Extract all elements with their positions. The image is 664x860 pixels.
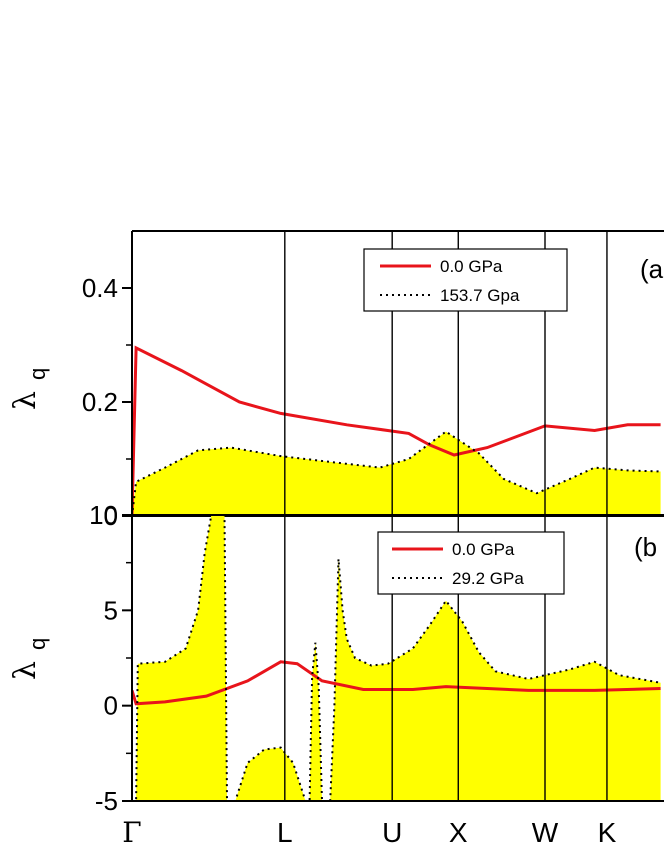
legend-a-label-153-7gpa: 153.7 Gpa [440, 286, 520, 305]
panel-label-a: (a [640, 254, 664, 284]
x-label-3: X [449, 817, 468, 848]
y-tick-label: 0 [104, 691, 118, 721]
series-fill-1 [132, 431, 661, 516]
fill-area-29-2gpa [132, 515, 661, 801]
y-axis-label-sub-a: q [25, 368, 50, 380]
x-label-4: W [532, 817, 559, 848]
series-line-1 [132, 515, 661, 801]
series-line-0 [132, 345, 661, 516]
y-tick-label: 0.2 [82, 387, 118, 417]
x-label-1: L [277, 817, 293, 848]
panel-a: 0 0.2 0.4 λ q (a 0.0 GPa 153.7 Gpa [8, 230, 664, 531]
y-tick-label: 0.4 [82, 273, 118, 303]
legend-a-box [363, 248, 568, 312]
panel-b: -5 0 5 10 λ q (b 0.0 GPa 29.2 GPa [8, 500, 664, 816]
y-tick-label: 0 [104, 501, 118, 531]
y-tick-label: 5 [104, 595, 118, 625]
y-axis-label-sub-b: q [25, 638, 50, 650]
fill-area-153-7gpa [132, 431, 661, 516]
legend-b-label-29-2gpa: 29.2 GPa [452, 569, 524, 588]
x-label-2: U [382, 817, 402, 848]
series-fill-1 [132, 515, 661, 801]
x-label-5: K [598, 817, 617, 848]
panel-label-b: (b [634, 532, 657, 562]
legend-b: 0.0 GPa 29.2 GPa [377, 531, 565, 595]
legend-b-box [377, 531, 565, 595]
y-tick-label: 10 [89, 500, 118, 530]
x-label-0: Γ [122, 816, 141, 849]
y-tick-label: -5 [95, 786, 118, 816]
series-line-0 [132, 660, 661, 706]
y-axis-label-a: λ [8, 391, 43, 410]
legend-a-label-0-0gpa: 0.0 GPa [440, 257, 503, 276]
legend-a: 0.0 GPa 153.7 Gpa [363, 248, 568, 312]
legend-b-label-0-0gpa: 0.0 GPa [452, 540, 515, 559]
y-axis-label-b: λ [8, 661, 43, 680]
series-line-1 [132, 430, 661, 516]
